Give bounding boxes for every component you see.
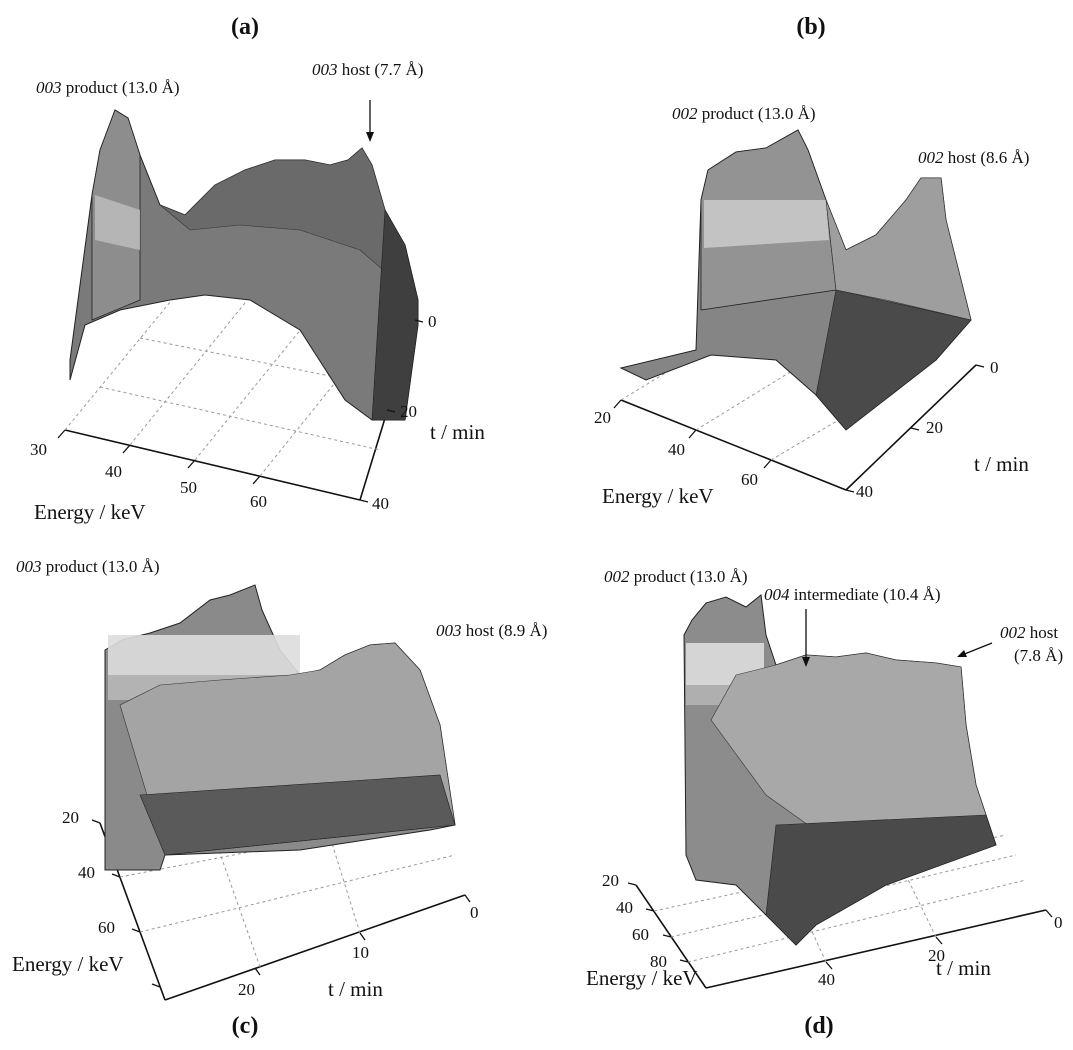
x-tick-label: 50: [180, 478, 197, 497]
y-tick-label: 0: [470, 903, 479, 922]
surface-b: [619, 129, 972, 431]
x-tick-label: 40: [616, 898, 633, 917]
surface-a: [69, 109, 419, 421]
panel-label-c: (c): [231, 1013, 259, 1039]
panel-b: (b) 002 product (13.0 Å) 002 host (8.6 Å…: [536, 0, 1073, 525]
x-tick-label: 20: [602, 871, 619, 890]
y-tick-label: 0: [990, 358, 999, 377]
surface-d: [683, 594, 997, 946]
panel-c: (c) 003 product (13.0 Å) 003 host (8.9 Å…: [0, 525, 547, 1050]
host-arrow-a: [366, 100, 374, 142]
y-axis-title-b: t / min: [974, 452, 1029, 476]
peak-label-host-spacing-d: (7.8 Å): [1014, 646, 1064, 665]
peak-label-host-a: 003 host (7.7 Å): [312, 60, 424, 79]
panel-label-d: (d): [804, 1013, 834, 1039]
tick-marks-a: [57, 319, 424, 503]
tick-marks-d: [627, 882, 1053, 970]
peak-label-host-b: 002 host (8.6 Å): [918, 148, 1030, 167]
panel-label-a: (a): [231, 14, 259, 40]
y-tick-label: 20: [926, 418, 943, 437]
x-tick-label: 60: [98, 918, 115, 937]
tick-marks-c: [91, 819, 471, 988]
y-axis-title-c: t / min: [328, 977, 383, 1001]
surface-plot-c: [91, 584, 471, 1001]
x-tick-label: 40: [668, 440, 685, 459]
y-tick-label: 10: [352, 943, 369, 962]
peak-label-intermediate-d: 004 intermediate (10.4 Å): [764, 585, 941, 604]
x-axis-title-c: Energy / keV: [12, 952, 124, 976]
y-tick-label: 40: [856, 482, 873, 501]
y-axis-title-d: t / min: [936, 956, 991, 980]
panel-d: (d): [536, 525, 1073, 1050]
surface-plot-a: [57, 100, 424, 503]
x-tick-label: 60: [632, 925, 649, 944]
y-axis-title-a: t / min: [430, 420, 485, 444]
x-axis-title-b: Energy / keV: [602, 484, 714, 508]
x-tick-label: 20: [594, 408, 611, 427]
y-tick-label: 40: [818, 970, 835, 989]
peak-label-product-d: 002 product (13.0 Å): [604, 567, 748, 586]
peak-label-product-c: 003 product (13.0 Å): [16, 557, 160, 576]
x-tick-label: 40: [78, 863, 95, 882]
y-tick-label: 0: [428, 312, 437, 331]
x-tick-label: 60: [250, 492, 267, 511]
peak-label-product-b: 002 product (13.0 Å): [672, 104, 816, 123]
x-axis-title-d: Energy / keV: [586, 966, 698, 990]
panel-a: (a) 003 product (13: [0, 0, 536, 525]
y-tick-label: 0: [1054, 913, 1063, 932]
x-tick-label: 80: [650, 952, 667, 971]
x-tick-label: 40: [105, 462, 122, 481]
y-tick-label: 20: [400, 402, 417, 421]
panel-label-b: (b): [796, 14, 826, 40]
surface-c: [104, 584, 456, 871]
x-tick-label: 30: [30, 440, 47, 459]
peak-label-host-d: 002 host: [1000, 623, 1059, 642]
tick-marks-b: [613, 364, 985, 493]
y-tick-label: 40: [372, 494, 389, 513]
x-tick-label: 60: [741, 470, 758, 489]
surface-plot-d: [627, 594, 1053, 989]
host-arrow-d: [957, 642, 993, 657]
peak-label-host-c: 003 host (8.9 Å): [436, 621, 548, 640]
x-axis-title-a: Energy / keV: [34, 500, 146, 524]
y-tick-label: 20: [238, 980, 255, 999]
peak-label-product-a: 003 product (13.0 Å): [36, 78, 180, 97]
surface-plot-b: [613, 129, 985, 493]
y-tick-label: 20: [928, 946, 945, 965]
x-tick-label: 20: [62, 808, 79, 827]
intermediate-arrow-d: [802, 609, 810, 667]
